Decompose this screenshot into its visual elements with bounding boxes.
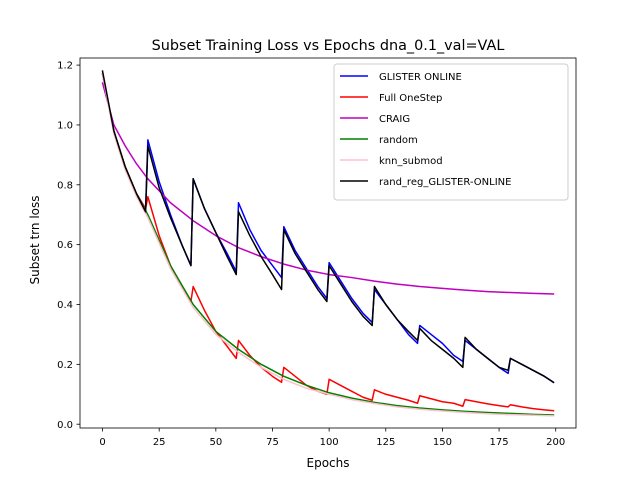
legend-box (333, 63, 569, 201)
plot-area (79, 57, 577, 429)
x-tick-label: 50 (209, 437, 222, 448)
series-line-5 (101, 73, 555, 417)
y-tick-label: 1.0 (57, 121, 73, 132)
series-line-6 (101, 70, 555, 384)
plot-frame (79, 57, 577, 429)
x-tick-label: 125 (376, 437, 395, 448)
legend: GLISTER ONLINE Full OneStep CRAIG random knn… (333, 63, 569, 201)
y-tick-label: 0.4 (57, 300, 73, 311)
legend-label: knn_submod (379, 156, 443, 167)
y-tick-label: 0.6 (57, 240, 73, 251)
y-tick-label: 0.8 (57, 180, 73, 191)
legend-label: rand_reg_GLISTER-ONLINE (379, 177, 511, 188)
y-tick-label: 0.0 (57, 420, 73, 431)
y-axis-label: Subset trn loss (28, 195, 42, 284)
legend-label: GLISTER ONLINE (379, 72, 462, 83)
legend-label: random (379, 135, 418, 146)
x-tick-label: 0 (99, 437, 105, 448)
y-tick-label: 0.2 (57, 360, 73, 371)
legend-label: CRAIG (379, 114, 410, 125)
x-tick-label: 75 (266, 437, 279, 448)
x-axis-label: Epochs (307, 456, 350, 470)
series-line-3 (101, 82, 555, 295)
x-tick-label: 25 (153, 437, 166, 448)
x-tick-label: 100 (320, 437, 339, 448)
x-tick-label: 150 (433, 437, 452, 448)
legend-label: Full OneStep (379, 93, 442, 104)
x-tick-label: 175 (490, 437, 509, 448)
series-lines (101, 70, 555, 417)
x-tick-label: 200 (546, 437, 565, 448)
axis-ticks: 0 25 50 75 100 125 150 175 200 0.0 0.2 0.4 0.6 0.8 1.0… (57, 61, 565, 448)
y-tick-label: 1.2 (57, 61, 73, 72)
chart-title: Subset Training Loss vs Epochs dna_0.1_v… (152, 38, 505, 54)
